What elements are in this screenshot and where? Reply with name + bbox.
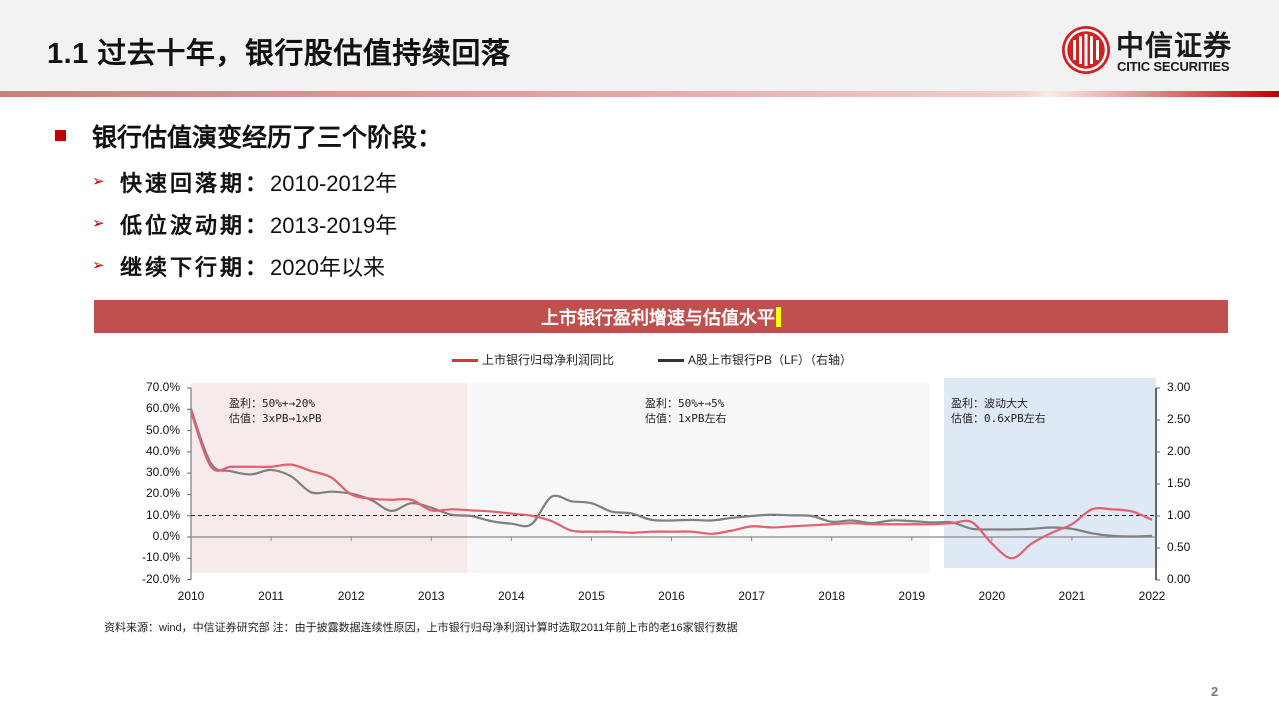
sub-bullet-value: 2010-2012年 bbox=[270, 171, 398, 196]
sub-bullet-2: 低位波动期：2013-2019年 bbox=[120, 208, 397, 240]
slide-header: 1.1 过去十年，银行股估值持续回落 中信证券 CITIC SECURITIES bbox=[0, 0, 1279, 91]
x-tick-label: 2018 bbox=[818, 589, 845, 603]
x-tick-label: 2020 bbox=[978, 589, 1006, 603]
y-right-tick-label: 3.00 bbox=[1167, 380, 1191, 394]
y-right-tick-label: 1.00 bbox=[1167, 508, 1191, 522]
slide-title: 1.1 过去十年，银行股估值持续回落 bbox=[47, 38, 511, 70]
y-left-tick-label: 10.0% bbox=[145, 507, 180, 522]
x-tick-label: 2012 bbox=[337, 589, 365, 603]
logo-english-name: CITIC SECURITIES bbox=[1117, 59, 1230, 74]
y-left-tick-label: 50.0% bbox=[145, 422, 180, 437]
text-cursor bbox=[776, 307, 781, 327]
x-tick-label: 2010 bbox=[177, 589, 205, 603]
y-left-tick-label: 0.0% bbox=[152, 529, 180, 543]
square-bullet-icon bbox=[55, 130, 66, 141]
citic-logo: 中信证券 CITIC SECURITIES bbox=[1060, 24, 1240, 76]
x-tick-label: 2022 bbox=[1138, 589, 1166, 603]
y-right-tick-label: 2.50 bbox=[1167, 412, 1191, 426]
x-tick-label: 2021 bbox=[1058, 589, 1086, 603]
region-note-2: 盈利：50%+→5% 估值：1xPB左右 bbox=[645, 397, 727, 425]
legend-item-profit: 上市银行归母净利润同比 bbox=[452, 351, 614, 368]
x-tick-label: 2019 bbox=[898, 589, 926, 603]
region-note-3: 盈利：波动大大 估值：0.6xPB左右 bbox=[951, 397, 1046, 425]
y-left-tick-label: 30.0% bbox=[145, 465, 180, 480]
y-right-tick-label: 0.00 bbox=[1167, 572, 1191, 586]
y-left-tick-label: 60.0% bbox=[145, 401, 180, 416]
x-tick-label: 2016 bbox=[658, 589, 685, 603]
legend-item-pb: A股上市银行PB（LF）（右轴） bbox=[658, 351, 852, 368]
legend-label: A股上市银行PB（LF）（右轴） bbox=[688, 353, 853, 367]
sub-bullet-label: 低位波动期： bbox=[120, 213, 271, 239]
region-note-1: 盈利：50%+→20% 估值：3xPB→1xPB bbox=[229, 397, 322, 425]
arrow-bullet-icon: ➢ bbox=[92, 173, 105, 190]
x-tick-label: 2017 bbox=[738, 589, 765, 603]
citic-logo-icon bbox=[1062, 26, 1110, 74]
header-divider bbox=[0, 91, 1279, 97]
shaded-region bbox=[191, 383, 467, 573]
legend-label: 上市银行归母净利润同比 bbox=[482, 353, 615, 367]
legend-swatch-gray bbox=[658, 359, 684, 363]
sub-bullet-label: 快速回落期： bbox=[120, 171, 271, 197]
profit-growth-line bbox=[189, 411, 1153, 560]
sub-bullet-3: 继续下行期：2020年以来 bbox=[120, 250, 385, 282]
y-right-tick-label: 1.50 bbox=[1167, 476, 1191, 490]
sub-bullet-value: 2013-2019年 bbox=[270, 213, 398, 238]
y-right-tick-label: 2.00 bbox=[1167, 444, 1191, 458]
y-right-tick-label: 0.50 bbox=[1167, 540, 1191, 554]
y-left-tick-label: -10.0% bbox=[141, 550, 180, 565]
shaded-region bbox=[467, 383, 930, 573]
y-left-tick-label: 20.0% bbox=[145, 486, 180, 501]
x-tick-label: 2015 bbox=[578, 589, 605, 603]
arrow-bullet-icon: ➢ bbox=[92, 257, 105, 274]
sub-bullet-label: 继续下行期： bbox=[120, 255, 271, 281]
legend-swatch-red bbox=[452, 359, 478, 363]
y-left-tick-label: 70.0% bbox=[145, 380, 180, 394]
x-tick-label: 2014 bbox=[497, 589, 525, 603]
y-left-tick-label: 40.0% bbox=[145, 443, 180, 458]
source-note: 资料来源：wind，中信证券研究部 注：由于披露数据连续性原因，上市银行归母净利… bbox=[104, 622, 738, 634]
y-left-tick-label: -20.0% bbox=[141, 571, 180, 586]
sub-bullet-value: 2020年以来 bbox=[270, 255, 385, 280]
arrow-bullet-icon: ➢ bbox=[92, 215, 105, 232]
page-number: 2 bbox=[1211, 684, 1219, 699]
main-bullet: 银行估值演变经历了三个阶段： bbox=[92, 124, 443, 152]
x-tick-label: 2011 bbox=[258, 589, 284, 603]
chart-title: 上市银行盈利增速与估值水平 bbox=[541, 308, 775, 328]
x-tick-label: 2013 bbox=[417, 589, 445, 603]
sub-bullet-1: 快速回落期：2010-2012年 bbox=[120, 166, 397, 198]
chart-title-banner: 上市银行盈利增速与估值水平 bbox=[94, 300, 1228, 333]
logo-chinese-name: 中信证券 bbox=[1116, 29, 1233, 62]
